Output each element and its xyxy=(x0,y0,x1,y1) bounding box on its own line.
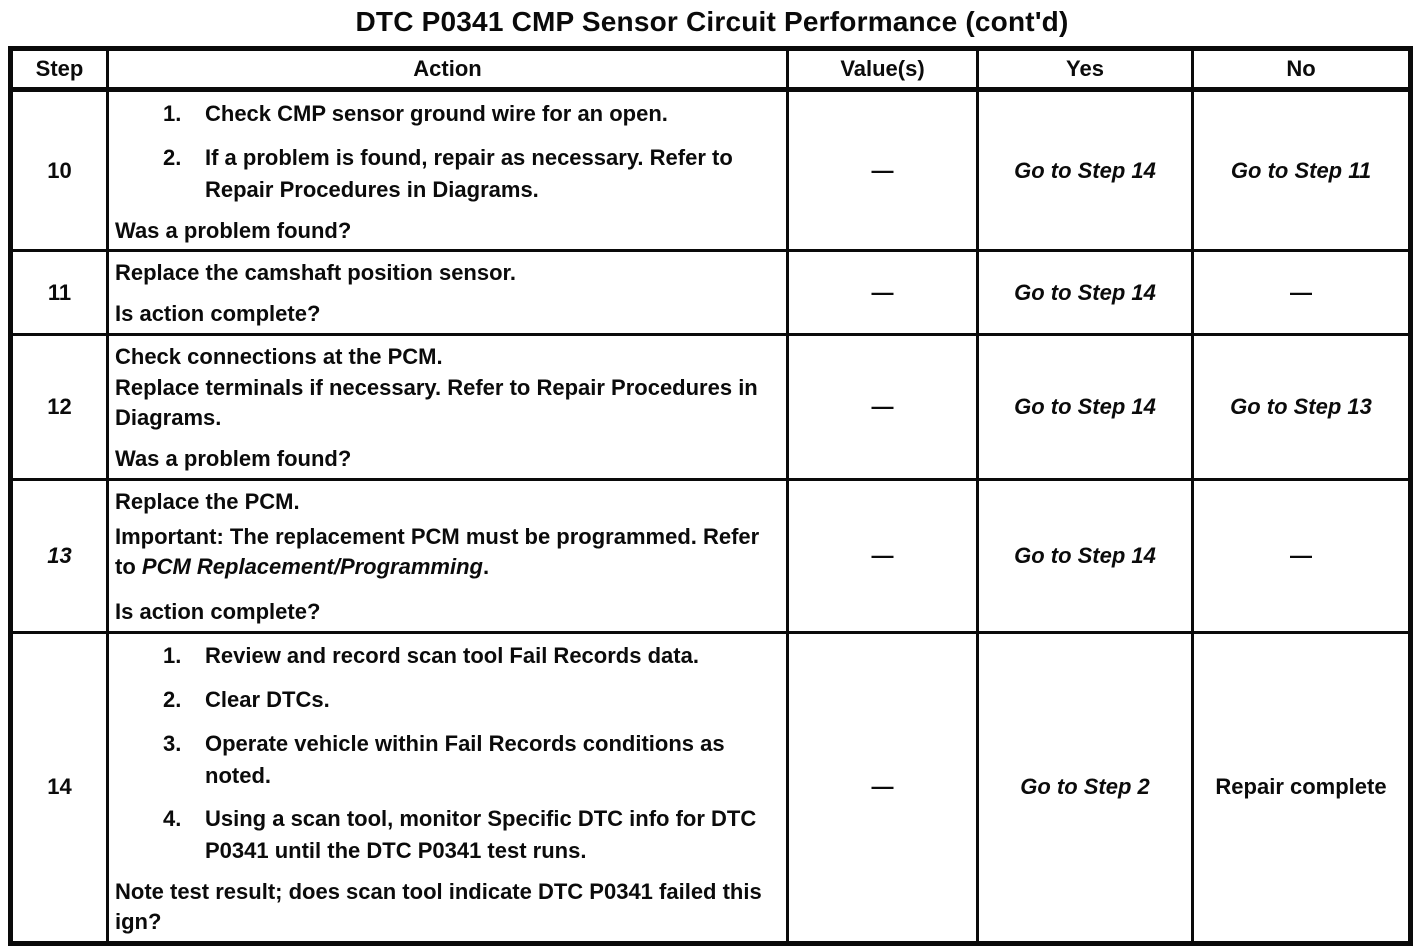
header-yes: Yes xyxy=(976,47,1194,92)
no-cell: Repair complete xyxy=(1191,630,1412,945)
no-cell: Go to Step 13 xyxy=(1191,332,1412,481)
step-number: 12 xyxy=(9,332,109,481)
header-no: No xyxy=(1191,47,1412,92)
list-item-number: 1. xyxy=(163,101,182,126)
table-row-step-11: 11 Replace the camshaft position sensor.… xyxy=(9,249,1412,336)
list-item-number: 3. xyxy=(163,730,182,756)
action-cell: 1. Review and record scan tool Fail Reco… xyxy=(106,630,789,945)
table-row-step-10: 10 1. Check CMP sensor ground wire for a… xyxy=(9,87,1412,253)
no-cell: Go to Step 11 xyxy=(1191,87,1412,253)
no-result: Go to Step 13 xyxy=(1230,393,1372,419)
action-question: Is action complete? xyxy=(115,301,321,327)
action-cell: Replace the camshaft position sensor. Is… xyxy=(106,249,789,336)
important-label: Important: xyxy=(115,523,224,549)
value-cell: — xyxy=(786,87,979,253)
step-number: 13 xyxy=(9,477,109,634)
action-question: Was a problem found? xyxy=(115,446,352,472)
list-item-text: Operate vehicle within Fail Records cond… xyxy=(205,730,725,788)
header-values: Value(s) xyxy=(786,47,979,92)
action-cell: Check connections at the PCM. Replace te… xyxy=(106,332,789,481)
step-number: 14 xyxy=(9,630,109,945)
list-item-text: Using a scan tool, monitor Specific DTC … xyxy=(205,806,757,864)
no-cell: — xyxy=(1191,477,1412,634)
yes-cell: Go to Step 14 xyxy=(976,249,1194,336)
list-item-number: 2. xyxy=(163,144,182,170)
list-item-text: Clear DTCs. xyxy=(205,686,330,712)
value-cell: — xyxy=(786,249,979,336)
list-item: 2. If a problem is found, repair as nece… xyxy=(163,142,780,206)
yes-cell: Go to Step 14 xyxy=(976,87,1194,253)
important-note: Important: The replacement PCM must be p… xyxy=(115,522,780,584)
action-cell: Replace the PCM. Important: The replacem… xyxy=(106,477,789,634)
action-question: Note test result; does scan tool indicat… xyxy=(115,879,762,934)
list-item-number: 4. xyxy=(163,806,182,832)
action-question: Was a problem found? xyxy=(115,217,352,243)
list-item-number: 2. xyxy=(163,686,182,712)
action-text: Replace the PCM. xyxy=(115,488,300,514)
yes-result: Go to Step 14 xyxy=(1014,542,1156,568)
list-item-text: If a problem is found, repair as necessa… xyxy=(205,144,733,202)
action-text: Check connections at the PCM. xyxy=(115,343,443,369)
value-cell: — xyxy=(786,332,979,481)
list-item-text: Review and record scan tool Fail Records… xyxy=(205,642,699,668)
yes-result: Go to Step 14 xyxy=(1014,157,1156,183)
value-cell: — xyxy=(786,630,979,945)
no-result: — xyxy=(1290,542,1312,568)
yes-cell: Go to Step 14 xyxy=(976,477,1194,634)
value-cell: — xyxy=(786,477,979,634)
action-numbered-list: 1. Check CMP sensor ground wire for an o… xyxy=(115,98,780,206)
table-row-step-12: 12 Check connections at the PCM. Replace… xyxy=(9,332,1412,481)
yes-cell: Go to Step 14 xyxy=(976,332,1194,481)
action-text: Replace the camshaft position sensor. xyxy=(115,260,517,286)
no-cell: — xyxy=(1191,249,1412,336)
dtc-diagnostic-table: Step Action Value(s) Yes No 10 1. Check … xyxy=(8,46,1413,946)
important-reference: PCM Replacement/Programming xyxy=(141,554,483,580)
yes-result: Go to Step 14 xyxy=(1014,279,1156,305)
header-step: Step xyxy=(9,47,109,92)
action-question: Is action complete? xyxy=(115,599,321,625)
action-cell: 1. Check CMP sensor ground wire for an o… xyxy=(106,87,789,253)
page-title: DTC P0341 CMP Sensor Circuit Performance… xyxy=(355,6,1069,37)
list-item: 2. Clear DTCs. xyxy=(163,684,780,716)
list-item: 1. Review and record scan tool Fail Reco… xyxy=(163,640,780,672)
list-item: 3. Operate vehicle within Fail Records c… xyxy=(163,728,780,792)
list-item: 1. Check CMP sensor ground wire for an o… xyxy=(163,98,780,130)
important-suffix: . xyxy=(482,554,490,580)
action-text: Replace terminals if necessary. Refer to… xyxy=(115,374,758,431)
yes-result: Go to Step 2 xyxy=(1020,774,1150,800)
action-numbered-list: 1. Review and record scan tool Fail Reco… xyxy=(115,640,780,867)
table-row-step-14: 14 1. Review and record scan tool Fail R… xyxy=(9,630,1412,945)
list-item: 4. Using a scan tool, monitor Specific D… xyxy=(163,803,780,867)
no-result: — xyxy=(1290,279,1312,305)
step-number: 10 xyxy=(9,87,109,253)
yes-cell: Go to Step 2 xyxy=(976,630,1194,945)
yes-result: Go to Step 14 xyxy=(1014,393,1156,419)
list-item-number: 1. xyxy=(163,642,182,668)
table-row-step-13: 13 Replace the PCM. Important: The repla… xyxy=(9,477,1412,634)
list-item-text: Check CMP sensor ground wire for an open… xyxy=(205,101,668,126)
step-number: 11 xyxy=(9,249,109,336)
header-action: Action xyxy=(106,47,789,92)
important-text: The replacement PCM must be programmed. … xyxy=(115,523,760,580)
no-result: Go to Step 11 xyxy=(1230,157,1372,183)
no-result: Repair complete xyxy=(1215,774,1387,800)
header-row: Step Action Value(s) Yes No xyxy=(9,47,1412,92)
